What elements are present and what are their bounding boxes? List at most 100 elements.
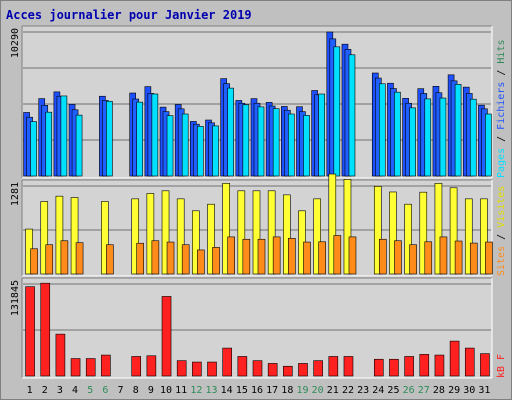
bar-pages-day-1 — [30, 121, 37, 177]
chart-panels: 10290 Pages / Fichiers / Hits 1281 Sites / … — [10, 25, 507, 379]
bar-kb-f-day-30 — [464, 347, 475, 377]
bar-visits-day-10 — [161, 190, 170, 275]
bar-visits-day-29 — [449, 187, 458, 275]
bar-visits-day-11 — [176, 198, 185, 275]
bar-pages-day-9 — [151, 93, 159, 177]
bar-sites-day-4 — [75, 242, 84, 275]
legend-entry: / — [496, 130, 507, 148]
x-tick-label-day-29: 29 — [448, 385, 460, 396]
x-tick-label-day-18: 18 — [281, 385, 293, 396]
x-tick-label-day-5: 5 — [87, 385, 93, 396]
bar-pages-day-11 — [181, 113, 189, 177]
bar-pages-day-29 — [454, 84, 462, 177]
bar-kb-f-day-6 — [101, 354, 111, 377]
legend-entry: / — [496, 64, 507, 82]
bar-pages-day-6 — [106, 100, 113, 177]
x-tick-label-day-27: 27 — [418, 385, 430, 396]
bar-kb-f-day-21 — [328, 356, 339, 377]
bar-visits-day-14 — [222, 183, 230, 275]
x-tick-label-day-2: 2 — [42, 385, 48, 396]
x-tick-label-day-17: 17 — [266, 385, 278, 396]
x-tick-label-day-20: 20 — [312, 385, 324, 396]
bar-kb-f-day-29 — [449, 340, 460, 377]
x-axis-day-labels: 1 2 3 4 5 6 7 8 9 10 11 12 13 14 15 16 17 18 19 20 21 22 23 24 2… — [27, 385, 491, 396]
bar-kb-f-day-12 — [192, 361, 202, 377]
bar-pages-day-19 — [303, 115, 310, 177]
legend-entry: / — [496, 228, 507, 246]
bar-kb-f-day-10 — [161, 296, 172, 377]
bar-pages-day-2 — [45, 111, 53, 177]
bar-sites-day-14 — [227, 236, 235, 275]
bar-kb-f-day-24 — [373, 358, 384, 377]
bar-kb-f-day-9 — [146, 355, 157, 377]
bar-visits-day-8 — [131, 198, 140, 275]
bar-kb-f-day-2 — [40, 282, 51, 377]
bar-kb-f-day-20 — [313, 360, 323, 377]
bar-sites-day-27 — [424, 241, 433, 275]
bar-visits-day-12 — [192, 210, 200, 275]
bar-pages-day-20 — [318, 93, 325, 177]
bar-visits-day-2 — [40, 201, 49, 275]
bar-pages-day-14 — [227, 87, 234, 177]
x-tick-label-day-24: 24 — [372, 385, 384, 396]
bar-visits-day-17 — [267, 190, 276, 275]
x-tick-label-day-28: 28 — [433, 385, 445, 396]
bar-kb-f-day-26 — [404, 356, 414, 377]
x-tick-label-day-4: 4 — [72, 385, 78, 396]
y-axis-max-label: 10290 — [10, 28, 21, 58]
x-tick-label-day-3: 3 — [57, 385, 63, 396]
bar-kb-f-day-8 — [131, 356, 142, 377]
x-tick-label-day-12: 12 — [190, 385, 202, 396]
bar-kb-f-day-1 — [25, 286, 35, 377]
x-tick-label-day-9: 9 — [148, 385, 154, 396]
bar-visits-day-26 — [404, 203, 412, 275]
bar-visits-day-30 — [464, 198, 473, 275]
bar-kb-f-day-13 — [207, 361, 217, 377]
legend-entry: Visites — [496, 186, 507, 228]
bar-visits-day-18 — [283, 194, 291, 275]
bar-visits-day-3 — [55, 195, 64, 275]
bar-pages-day-16 — [257, 106, 265, 177]
x-tick-label-day-16: 16 — [251, 385, 263, 396]
x-tick-label-day-7: 7 — [118, 385, 124, 396]
panel-legend: Pages / Fichiers / Hits — [496, 40, 507, 179]
bar-visits-day-20 — [313, 198, 321, 275]
bar-kb-f-day-14 — [222, 347, 232, 377]
bar-visits-day-28 — [434, 183, 443, 275]
bar-pages-day-15 — [242, 104, 250, 177]
bar-pages-day-31 — [485, 113, 492, 177]
bar-sites-day-9 — [151, 240, 160, 275]
bar-visits-day-4 — [70, 197, 79, 275]
bar-sites-day-29 — [454, 240, 463, 275]
bar-pages-day-18 — [288, 113, 295, 177]
bar-sites-day-25 — [394, 240, 402, 275]
bar-sites-day-18 — [288, 237, 296, 275]
bar-pages-day-8 — [136, 101, 144, 177]
legend-entry: kB F — [496, 354, 507, 378]
x-tick-label-day-11: 11 — [175, 385, 187, 396]
bar-sites-day-3 — [60, 240, 69, 275]
legend-entry: Pages — [496, 148, 507, 178]
bar-visits-day-6 — [101, 201, 109, 275]
bar-sites-day-22 — [348, 236, 357, 275]
bar-visits-day-24 — [373, 186, 382, 275]
legend-entry: Hits — [496, 40, 507, 64]
bar-sites-day-11 — [181, 244, 190, 275]
x-tick-label-day-23: 23 — [357, 385, 369, 396]
bar-sites-day-28 — [439, 236, 448, 275]
x-tick-label-day-15: 15 — [236, 385, 248, 396]
bar-sites-day-12 — [197, 249, 205, 275]
bar-pages-day-22 — [348, 54, 356, 177]
chart-title: Acces journalier pour Janvier 2019 — [6, 8, 252, 22]
bar-pages-day-13 — [212, 125, 219, 177]
bar-sites-day-21 — [333, 235, 342, 275]
bar-sites-day-2 — [45, 244, 54, 275]
bar-kb-f-day-11 — [176, 360, 187, 377]
panel-legend: Sites / Visites — [496, 186, 507, 276]
bar-sites-day-13 — [212, 247, 220, 275]
bar-kb-f-day-16 — [252, 360, 263, 377]
bar-pages-day-3 — [60, 95, 68, 177]
bar-sites-day-8 — [136, 242, 145, 275]
x-tick-label-day-6: 6 — [102, 385, 108, 396]
bar-visits-day-27 — [419, 191, 428, 275]
